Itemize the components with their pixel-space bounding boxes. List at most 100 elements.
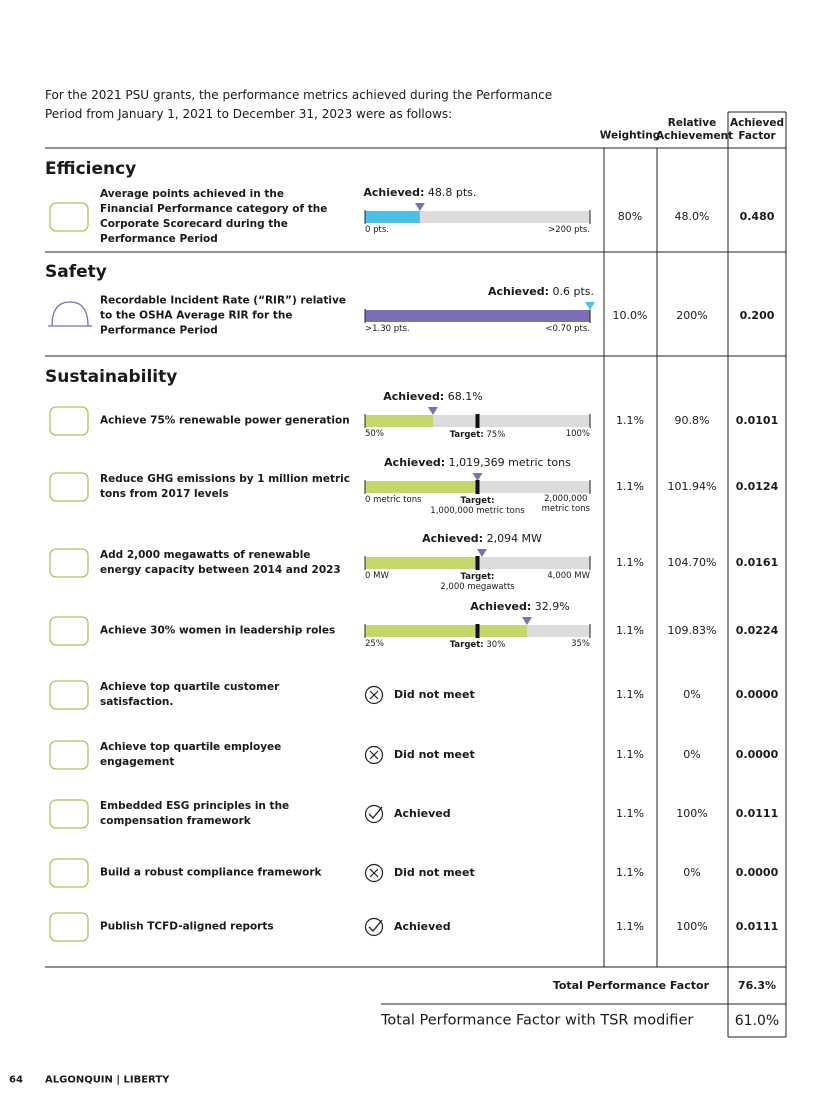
weighting: 1.1% <box>616 806 644 820</box>
weighting: 1.1% <box>616 865 644 879</box>
target-marker <box>475 480 480 494</box>
relative-achievement: 104.70% <box>667 555 717 569</box>
relative-achievement: 109.83% <box>667 623 717 637</box>
header-relative: Relative Achievement <box>656 117 734 142</box>
status: Achieved <box>394 919 451 933</box>
target-marker <box>475 556 480 570</box>
metric-description: Publish TCFD-aligned reports <box>100 920 274 933</box>
value: 1,000,000 metric tons <box>430 506 525 516</box>
section-title: Sustainability <box>45 366 178 387</box>
metric-description: Reduce GHG emissions by 1 million metric… <box>100 473 350 500</box>
label: Target: <box>449 640 484 650</box>
achieved-marker <box>477 549 487 557</box>
status-icon <box>364 685 384 705</box>
relative-achievement: 90.8% <box>674 413 710 427</box>
value: 68.1% <box>447 389 483 403</box>
metric-description: Embedded ESG principles in the compensat… <box>100 800 290 827</box>
total-label: Total Performance Factor <box>552 978 709 992</box>
value: 2,000 megawatts <box>440 582 515 592</box>
achieved-factor: 0.0161 <box>735 555 779 569</box>
achieved-factor: 0.0000 <box>735 747 779 761</box>
weighting: 10.0% <box>612 308 648 322</box>
label: Achieved: <box>487 284 549 298</box>
page-number: 64 <box>9 1074 23 1086</box>
icon <box>49 548 89 578</box>
target-marker <box>475 414 480 428</box>
achieved-factor: 0.0000 <box>735 865 779 879</box>
scale-max: 4,000 MW <box>547 571 590 581</box>
achieved-factor: 0.0111 <box>735 919 779 933</box>
achieved-factor: 0.480 <box>739 209 775 223</box>
weighting: 1.1% <box>616 555 644 569</box>
value: 1,019,369 metric tons <box>448 455 571 469</box>
value: 2,094 MW <box>486 531 542 545</box>
relative-achievement: 101.94% <box>667 479 717 493</box>
status-icon <box>364 804 384 824</box>
label: Target: <box>460 496 495 506</box>
status-icon <box>369 690 379 700</box>
achieved-marker <box>427 407 438 415</box>
value: 30% <box>486 640 506 650</box>
scale-max: >200 pts. <box>548 225 590 235</box>
weighting: 1.1% <box>616 479 644 493</box>
label: Achieved: <box>384 455 446 469</box>
target: Target: 30% <box>450 640 506 650</box>
icon <box>49 616 89 646</box>
metric-description: Achieve 75% renewable power generation <box>100 414 350 427</box>
relative-achievement: 100% <box>676 806 708 820</box>
icon <box>49 406 89 436</box>
header-weighting: Weighting <box>599 129 661 142</box>
icon <box>49 799 89 829</box>
weighting: 1.1% <box>616 919 644 933</box>
label: Achieved: <box>363 185 425 199</box>
brand: ALGONQUIN | LIBERTY <box>45 1074 170 1086</box>
icon <box>48 301 92 327</box>
status: Did not meet <box>394 865 475 879</box>
bar-fill <box>365 481 478 493</box>
achieved: Achieved: 1,019,369 metric tons <box>384 456 571 470</box>
label: Target: <box>460 572 495 582</box>
weighting: 1.1% <box>616 623 644 637</box>
achieved-factor: 0.0224 <box>735 623 779 637</box>
target: Target: 75% <box>450 430 506 440</box>
metric-description: Achieve 30% women in leadership roles <box>100 624 336 637</box>
relative-achievement: 200% <box>676 308 708 322</box>
scale-min: 0 metric tons <box>365 495 422 505</box>
scale-min: 50% <box>365 429 384 439</box>
scale-max: <0.70 pts. <box>545 324 590 334</box>
status: Did not meet <box>394 687 475 701</box>
relative-achievement: 48.0% <box>674 209 710 223</box>
status-icon <box>369 750 379 760</box>
relative-achievement: 100% <box>676 919 708 933</box>
metric-description: Achieve top quartile employee engagement <box>100 741 282 768</box>
achieved: Achieved: 32.9% <box>470 600 569 614</box>
label: Achieved: <box>422 531 484 545</box>
section-title: Safety <box>45 261 107 282</box>
icon <box>49 740 89 770</box>
status-icon <box>369 868 379 878</box>
label: Achieved: <box>383 389 445 403</box>
icon <box>49 912 89 942</box>
relative-achievement: 0% <box>683 747 701 761</box>
icon <box>49 202 89 232</box>
scale-min: 0 pts. <box>365 225 389 235</box>
metric-description: Build a robust compliance framework <box>100 866 322 879</box>
target: Target: 2,000 megawatts <box>440 572 514 592</box>
tsr-label: Total Performance Factor with TSR modifi… <box>381 1012 694 1029</box>
scale-max: 2,000,000 metric tons <box>541 494 590 514</box>
achieved-factor: 0.0111 <box>735 806 779 820</box>
target: Target: 1,000,000 metric tons <box>430 496 524 516</box>
header-factor: Achieved Factor <box>729 117 785 142</box>
label: Achieved: <box>470 599 532 613</box>
bar-fill <box>365 557 478 569</box>
bar-fill <box>365 415 433 427</box>
achieved-marker <box>472 473 483 481</box>
bar-fill <box>365 625 527 637</box>
label: Target: <box>449 430 484 440</box>
scale-min: >1.30 pts. <box>365 324 410 334</box>
weighting: 80% <box>617 209 643 223</box>
weighting: 1.1% <box>616 747 644 761</box>
metric-description: Add 2,000 megawatts of renewable energy … <box>100 549 341 576</box>
weighting: 1.1% <box>616 413 644 427</box>
